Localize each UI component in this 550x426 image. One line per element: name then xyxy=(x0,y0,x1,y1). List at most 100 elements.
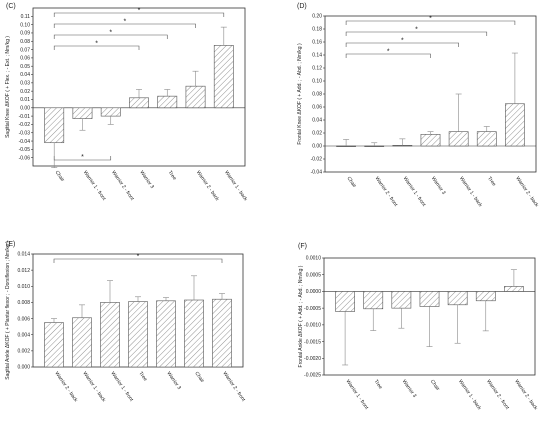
significance-bracket xyxy=(53,156,112,161)
y-tick-label: 0.00 xyxy=(312,144,322,150)
bar xyxy=(391,291,412,309)
y-tick-label: 0.20 xyxy=(312,14,322,20)
bar xyxy=(212,298,232,368)
bar xyxy=(44,322,64,368)
chart-panel-3: (E) 0.000 0.002 0.004 0.006 0.008 0.010 0.012 0.… xyxy=(5,241,247,404)
y-tick-label: -0.04 xyxy=(19,139,31,145)
y-axis-title: Frontal Ankle ΔKOF ( + Add. ; - Abd. ; N… xyxy=(298,265,304,367)
significance-bracket xyxy=(345,20,516,25)
y-tick-label: 0.18 xyxy=(312,27,322,33)
y-tick-label: 0.11 xyxy=(21,14,31,20)
y-tick-label: 0.02 xyxy=(312,131,322,137)
bar xyxy=(419,291,440,307)
y-tick-label: 0.006 xyxy=(17,316,30,322)
y-tick-label: 0.10 xyxy=(312,79,322,85)
category-label: Warrior 1 - back xyxy=(458,176,483,209)
category-label: Warrior 2 - front xyxy=(110,170,135,202)
bar xyxy=(72,317,92,368)
bar xyxy=(420,134,441,147)
category-label: Warrior 1 - back xyxy=(457,379,482,412)
category-label: Warrior 3 xyxy=(138,170,155,190)
y-tick-label: 0.04 xyxy=(312,118,322,124)
category-label: Chair xyxy=(345,176,357,190)
bar xyxy=(336,145,356,147)
category-label: Warrior 1 - back xyxy=(81,371,106,404)
y-tick-label: 0.0000 xyxy=(306,289,322,295)
significance-bracket xyxy=(345,31,488,36)
y-tick-label: -0.0025 xyxy=(304,373,321,379)
y-tick-label: 0.004 xyxy=(17,332,30,338)
significance-star: * xyxy=(387,49,390,56)
y-tick-label: -0.0020 xyxy=(304,356,321,362)
bar xyxy=(72,107,93,119)
category-label: Tree xyxy=(373,379,384,391)
y-axis-title: Sagittal Ankle ΔKOF ( + Plantar flexor ;… xyxy=(5,241,11,380)
significance-bracket xyxy=(345,53,431,58)
category-label: Warrior 1 - front xyxy=(109,371,134,403)
y-tick-label: -0.05 xyxy=(19,147,31,153)
y-axis-title: Frontal Knee ΔKOF ( + Add. ; - Abd. ; Nm… xyxy=(297,43,303,145)
significance-bracket xyxy=(53,34,168,39)
bar xyxy=(448,131,469,147)
y-tick-label: -0.0010 xyxy=(304,323,321,329)
significance-bracket xyxy=(53,23,196,28)
y-tick-label: 0.05 xyxy=(20,64,30,70)
category-label: Warrior 3 xyxy=(430,176,447,196)
y-tick-label: 0.010 xyxy=(17,284,30,290)
category-label: Warrior 1 - front xyxy=(82,170,107,202)
y-tick-label: -0.04 xyxy=(311,170,323,176)
y-tick-label: 0.06 xyxy=(20,56,30,62)
bar xyxy=(364,145,385,147)
category-label: Tree xyxy=(486,176,497,188)
bar xyxy=(213,45,234,109)
y-axis-title: Sagittal Knee ΔKOF ( + Flex. ; - Ext. ; … xyxy=(5,36,11,138)
y-tick-label: 0.06 xyxy=(312,105,322,111)
bar xyxy=(475,291,496,302)
y-tick-label: 0.08 xyxy=(312,92,322,98)
bar xyxy=(100,302,120,368)
bar xyxy=(156,300,176,368)
y-tick-label: 0.08 xyxy=(20,39,30,45)
bar xyxy=(185,85,206,109)
significance-bracket xyxy=(345,42,459,47)
category-label: Warrior 1 - back xyxy=(223,170,248,203)
chart-panel-2: (D) -0.04 -0.02 0.00 0.02 0.04 0.06 0.08 0.10 0.1… xyxy=(297,3,540,209)
bar xyxy=(392,145,413,147)
y-tick-label: 0.12 xyxy=(312,66,322,72)
bar xyxy=(128,301,148,368)
bar xyxy=(129,97,149,109)
y-tick-label: 0.0005 xyxy=(306,272,322,278)
category-label: Warrior 2 - front xyxy=(485,379,510,411)
bar xyxy=(363,291,384,310)
category-label: Warrior 1 - front xyxy=(402,176,427,208)
panel-label: (F) xyxy=(298,243,307,250)
bar xyxy=(157,95,178,109)
significance-bracket xyxy=(53,45,140,50)
plot-frame xyxy=(32,7,246,167)
bar xyxy=(504,286,524,292)
category-label: Chair xyxy=(193,371,205,385)
y-tick-label: 0.03 xyxy=(20,81,30,87)
category-label: Tree xyxy=(167,170,178,182)
category-label: Warrior 2 - front xyxy=(374,176,399,208)
category-label: Warrior 3 xyxy=(165,371,182,391)
panel-label: (C) xyxy=(6,3,16,10)
bar xyxy=(476,131,497,147)
y-tick-label: 0.01 xyxy=(20,97,30,103)
chart-panel-4: (F) -0.0025 -0.0020 -0.0015 -0.0010 -0.0005 0.… xyxy=(298,243,539,412)
y-tick-label: 0.10 xyxy=(20,22,30,28)
significance-star: * xyxy=(109,30,112,37)
y-tick-label: -0.03 xyxy=(19,130,31,136)
category-label: Warrior 2 - back xyxy=(53,371,78,404)
y-tick-label: -0.02 xyxy=(311,157,323,163)
y-tick-label: 0.002 xyxy=(17,349,30,355)
bar xyxy=(447,291,468,306)
y-tick-label: 0.000 xyxy=(17,365,30,371)
category-label: Warrior 1 - front xyxy=(344,379,369,411)
significance-star: * xyxy=(81,154,84,161)
category-label: Warrior 2 - back xyxy=(513,379,538,412)
y-tick-label: 0.16 xyxy=(312,40,322,46)
y-tick-label: -0.0005 xyxy=(304,306,321,312)
y-tick-label: -0.06 xyxy=(19,155,31,161)
